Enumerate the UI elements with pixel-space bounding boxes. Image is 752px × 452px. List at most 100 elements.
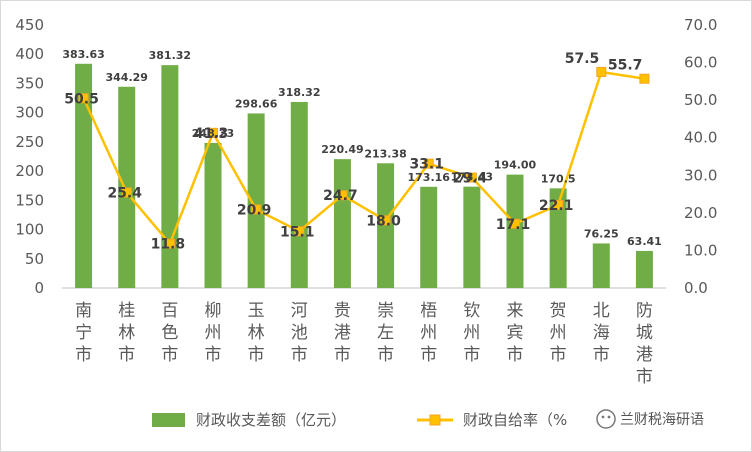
line-marker xyxy=(208,127,218,138)
line-value-label: 22.1 xyxy=(539,198,574,214)
bar-value-label: 173.16 xyxy=(407,171,450,184)
category-label: 市 xyxy=(550,345,567,365)
category-label: 林 xyxy=(248,323,265,343)
category-label: 色 xyxy=(161,323,178,343)
bar-value-label: 194.00 xyxy=(494,159,537,172)
category-label: 梧 xyxy=(420,301,437,321)
category-label: 北 xyxy=(593,301,610,321)
category-label: 市 xyxy=(291,345,308,365)
left-tick-label: 400 xyxy=(15,45,44,63)
line-marker xyxy=(510,218,520,229)
watermark: 兰财税海研语 xyxy=(596,409,704,429)
line-value-label: 11.8 xyxy=(151,237,186,253)
line-marker xyxy=(337,190,348,201)
line-marker xyxy=(294,226,305,237)
category-label: 防 xyxy=(636,301,653,321)
category-label: 港 xyxy=(636,345,653,365)
line-marker xyxy=(466,172,477,183)
line-marker xyxy=(423,158,434,169)
bar xyxy=(377,163,395,288)
legend-line-label: 财政自给率（% xyxy=(463,411,567,429)
category-label: 市 xyxy=(75,345,92,365)
category-label: 市 xyxy=(507,345,524,365)
legend-bar-swatch xyxy=(152,413,185,427)
right-tick-label: 40.0 xyxy=(684,129,717,147)
bar-value-label: 383.63 xyxy=(62,48,104,61)
left-tick-label: 300 xyxy=(15,104,44,122)
category-label: 左 xyxy=(377,323,394,343)
bar xyxy=(290,101,308,288)
right-tick-label: 60.0 xyxy=(684,54,717,72)
category-label: 池 xyxy=(291,323,308,343)
bar-value-label: 298.66 xyxy=(235,97,278,110)
legend-bar-label: 财政收支差额（亿元） xyxy=(196,411,346,429)
line-marker xyxy=(121,187,132,198)
category-label: 玉 xyxy=(248,301,265,321)
right-tick-label: 20.0 xyxy=(684,204,717,222)
right-tick-label: 10.0 xyxy=(684,241,717,259)
category-label: 市 xyxy=(463,345,480,365)
category-label: 市 xyxy=(377,345,394,365)
category-label: 市 xyxy=(161,345,178,365)
category-label: 港 xyxy=(334,323,351,343)
line-value-label: 15.1 xyxy=(280,224,315,240)
category-label: 市 xyxy=(118,345,135,365)
line-marker xyxy=(164,238,175,249)
left-tick-label: 200 xyxy=(15,162,44,180)
category-label: 市 xyxy=(636,367,653,387)
category-label: 州 xyxy=(463,323,480,343)
line-value-label: 55.7 xyxy=(608,58,643,74)
category-label: 钦 xyxy=(463,301,480,321)
bar xyxy=(75,63,93,288)
line-value-label: 25.4 xyxy=(107,186,142,202)
left-tick-label: 450 xyxy=(15,16,44,34)
watermark-text: 兰财税海研语 xyxy=(620,412,704,428)
line-value-label: 24.7 xyxy=(323,188,358,204)
category-label: 州 xyxy=(420,323,437,343)
bar xyxy=(161,65,179,288)
category-label: 市 xyxy=(420,345,437,365)
wechat-icon xyxy=(596,409,616,429)
category-labels: 南宁市桂林市百色市柳州市玉林市河池市贵港市崇左市梧州市钦州市来宾市贺州市北海市防… xyxy=(75,301,653,387)
category-label: 贵 xyxy=(334,301,351,321)
wechat-icon-eye-right xyxy=(607,415,611,419)
bar xyxy=(592,243,610,288)
right-tick-label: 30.0 xyxy=(684,166,717,184)
category-label: 市 xyxy=(334,345,351,365)
bar-value-label: 344.29 xyxy=(105,71,147,84)
bar xyxy=(506,174,524,288)
bar xyxy=(333,159,351,288)
line-marker xyxy=(553,199,564,210)
bar xyxy=(463,186,481,288)
bar-value-label: 63.41 xyxy=(627,235,662,248)
left-tick-label: 100 xyxy=(15,221,44,239)
left-axis: 0 50 100 150 200 250 300 350 400 450 xyxy=(15,16,44,297)
line-value-label: 50.5 xyxy=(64,91,99,107)
category-label: 宾 xyxy=(507,323,524,343)
line-value-label: 33.1 xyxy=(409,157,444,173)
bar-value-label: 220.49 xyxy=(321,143,363,156)
category-label: 桂 xyxy=(118,301,135,321)
bar-value-label: 318.32 xyxy=(278,86,320,99)
category-label: 市 xyxy=(248,345,265,365)
line-value-label: 17.1 xyxy=(496,217,531,233)
line-marker xyxy=(639,73,650,84)
right-tick-label: 50.0 xyxy=(684,91,717,109)
line-path xyxy=(82,70,645,245)
line-marker xyxy=(380,215,391,226)
category-label: 南 xyxy=(75,301,92,321)
line-value-label: 41.3 xyxy=(194,126,229,142)
bar-value-label: 248.23 xyxy=(192,127,234,140)
line-marker xyxy=(251,204,262,215)
right-tick-label: 0.0 xyxy=(684,279,708,297)
bar-value-label: 381.32 xyxy=(149,49,191,62)
bar xyxy=(420,186,438,288)
left-tick-label: 0 xyxy=(34,279,44,297)
line-marker xyxy=(78,93,89,104)
right-axis: 0.0 10.0 20.0 30.0 40.0 50.0 60.0 70.0 xyxy=(684,16,717,297)
category-label: 百 xyxy=(161,301,178,321)
bar-value-label: 173.43 xyxy=(451,171,493,184)
bar-value-label: 213.38 xyxy=(364,147,406,160)
